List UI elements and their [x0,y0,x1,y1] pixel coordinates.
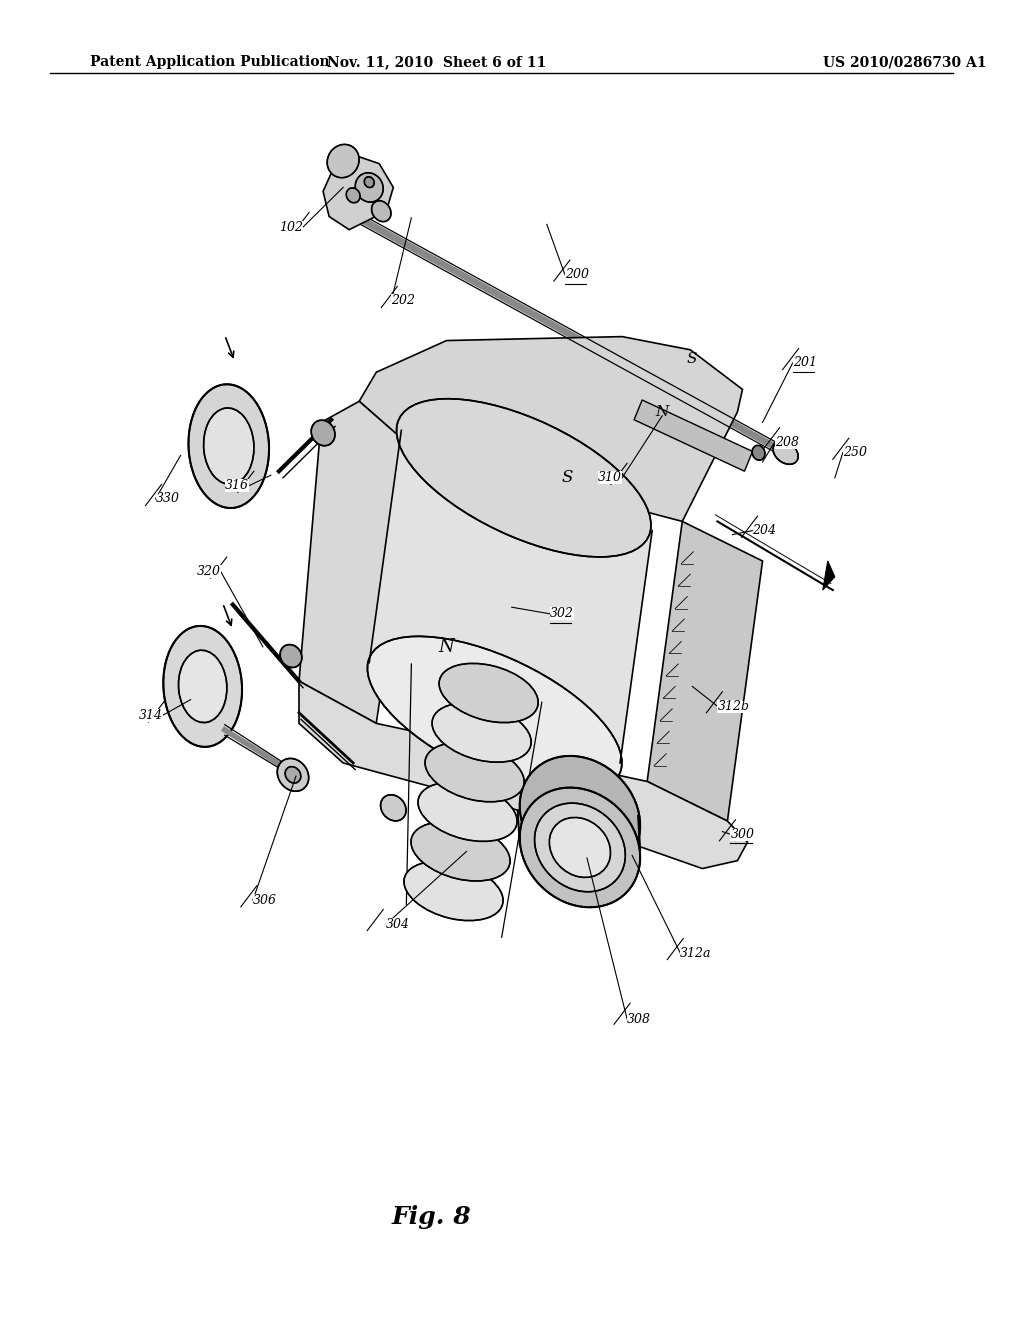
Text: 201: 201 [793,356,817,370]
Ellipse shape [281,644,302,668]
Text: N: N [438,638,455,656]
Polygon shape [324,156,393,230]
Text: 204: 204 [753,524,776,537]
Text: US 2010/0286730 A1: US 2010/0286730 A1 [822,55,986,70]
Ellipse shape [285,767,301,783]
Polygon shape [822,561,835,590]
Ellipse shape [178,651,227,722]
Ellipse shape [381,795,407,821]
Text: 250: 250 [843,446,866,459]
Ellipse shape [204,408,254,484]
Ellipse shape [346,187,360,203]
Text: 200: 200 [565,268,589,281]
Ellipse shape [368,636,622,795]
Ellipse shape [411,822,510,880]
Text: 308: 308 [627,1012,651,1026]
Ellipse shape [311,420,335,446]
Ellipse shape [188,384,269,508]
Text: 302: 302 [550,607,573,620]
Ellipse shape [432,704,531,762]
Text: N: N [655,405,669,418]
Polygon shape [634,400,753,471]
Text: S: S [687,352,697,366]
Text: S: S [561,470,572,486]
Ellipse shape [425,743,524,801]
Text: 310: 310 [598,471,622,484]
Polygon shape [299,401,417,723]
Ellipse shape [278,759,308,791]
Polygon shape [647,521,763,821]
Text: Fig. 8: Fig. 8 [391,1205,471,1229]
Text: 306: 306 [253,894,276,907]
Text: 102: 102 [279,220,303,234]
Ellipse shape [520,788,640,907]
Ellipse shape [549,817,610,878]
Ellipse shape [396,399,651,557]
Polygon shape [370,430,652,763]
Text: 316: 316 [225,479,249,492]
Text: 330: 330 [156,492,179,506]
Ellipse shape [163,626,242,747]
Ellipse shape [535,803,626,892]
Ellipse shape [439,664,539,722]
Text: 202: 202 [391,294,416,308]
Text: 314: 314 [138,709,163,722]
Polygon shape [299,681,748,869]
Text: 208: 208 [774,436,799,449]
Ellipse shape [404,862,503,920]
Ellipse shape [520,756,640,875]
Ellipse shape [752,445,765,461]
Text: Nov. 11, 2010  Sheet 6 of 11: Nov. 11, 2010 Sheet 6 of 11 [327,55,546,70]
Text: 304: 304 [386,917,411,931]
Ellipse shape [418,783,517,841]
Ellipse shape [372,201,391,222]
Ellipse shape [773,441,798,465]
Text: 312b: 312b [718,700,750,713]
Ellipse shape [355,173,383,202]
Text: 300: 300 [730,828,755,841]
Ellipse shape [365,177,374,187]
Polygon shape [359,337,742,521]
Text: 320: 320 [197,565,221,578]
Ellipse shape [328,144,359,178]
Text: 312a: 312a [680,946,712,960]
Text: Patent Application Publication: Patent Application Publication [90,55,330,70]
